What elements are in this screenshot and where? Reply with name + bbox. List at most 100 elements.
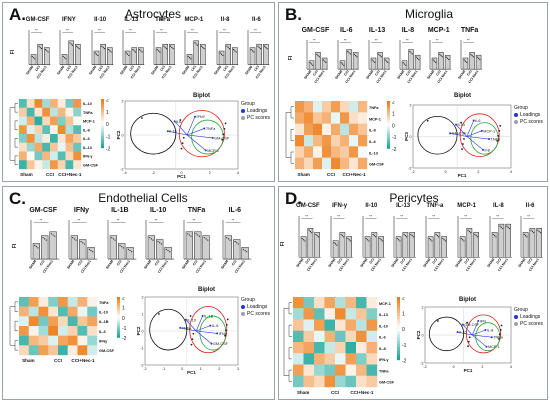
heatmap-cell xyxy=(19,116,27,126)
heatmap-cell xyxy=(48,326,59,336)
data-point xyxy=(190,235,192,237)
heatmap-row-label: IL-1B xyxy=(99,320,109,324)
data-point xyxy=(203,48,205,50)
heatmap-cell xyxy=(358,123,368,136)
data-point xyxy=(310,63,313,65)
data-point xyxy=(245,251,248,253)
loading-point xyxy=(184,318,187,321)
dendrogram-branch xyxy=(14,103,18,113)
heatmap-cell xyxy=(303,353,315,365)
data-point xyxy=(264,46,267,49)
x-group-label: CCI xyxy=(192,259,199,266)
data-point xyxy=(373,235,375,237)
heatmap-cell xyxy=(19,125,27,135)
heatmap-svg: MCP-1 IL-13 IL-10 IL-6 IL-8 IFN-γ TNFa GM-CSF 2 1… xyxy=(283,297,407,395)
color-scale-step xyxy=(117,329,120,332)
color-scale-step xyxy=(387,129,390,133)
data-point xyxy=(44,238,46,240)
data-point xyxy=(507,226,509,228)
heatmap-cell xyxy=(77,326,88,336)
x-tick-label: -1 xyxy=(162,367,165,371)
data-point xyxy=(465,60,467,62)
dendrogram-root xyxy=(283,308,289,376)
x-group-label: CCI Nec1 xyxy=(80,259,92,274)
heatmap-group-label: CCI xyxy=(54,358,62,363)
heatmap-cell xyxy=(77,297,88,307)
heatmap-cell xyxy=(57,99,66,108)
pc-score-point xyxy=(466,321,469,324)
data-point xyxy=(221,54,223,57)
heatmap-cell xyxy=(73,107,82,117)
heatmap-cell xyxy=(57,142,66,152)
loading-arrow xyxy=(187,134,213,139)
biplot-legend: Group Loadings PC scores xyxy=(514,307,547,328)
cytokine-chart: IL-1B ** SHAM CCI CCI Nec1 xyxy=(102,207,138,287)
color-scale-label: 2 xyxy=(392,101,395,106)
heatmap-cell xyxy=(366,375,378,388)
heatmap-cell xyxy=(65,160,74,170)
x-group-label: CCI Nec1 xyxy=(437,69,449,84)
loading-point xyxy=(485,345,488,348)
x-group-label: SHAM xyxy=(25,65,34,76)
bar xyxy=(194,231,202,260)
x-group-label: CCI Nec1 xyxy=(497,257,509,272)
data-point xyxy=(114,239,116,241)
color-scale-step xyxy=(397,306,400,310)
cytokine-title: GM-CSF xyxy=(301,27,330,34)
bar xyxy=(427,236,434,258)
data-point xyxy=(82,242,84,244)
bar xyxy=(536,228,543,258)
pc1-axis-label: PC1 xyxy=(458,173,467,178)
heatmap-cell xyxy=(50,151,58,161)
heatmap-cell xyxy=(304,123,314,136)
legend-dot xyxy=(514,119,518,124)
significance-mark: ** xyxy=(432,215,435,219)
sham-ellipse xyxy=(417,115,458,155)
heatmap-cell xyxy=(340,146,350,158)
heatmap-cell xyxy=(87,345,98,356)
cytokine-chart: IL-8 ** SHAM CCI CCI Nec1 xyxy=(484,203,514,287)
bar xyxy=(339,232,345,258)
data-point xyxy=(403,63,405,65)
data-point xyxy=(396,237,399,240)
bar xyxy=(126,247,134,260)
heatmap-cell xyxy=(366,308,378,320)
heatmap-cell xyxy=(295,112,305,124)
bar xyxy=(466,228,472,258)
color-scale-step xyxy=(117,325,120,328)
biplot: GM-CSF Il-13 Il-6 MCP-1 TNFa Il-8 -2 0 2 4 2 0 -2 PC1… xyxy=(405,103,545,179)
loading-label: MCP-1 xyxy=(207,149,219,153)
cci-nec-ellipse xyxy=(470,122,499,155)
pc1-axis-label: PC1 xyxy=(187,370,196,375)
heatmap-cell xyxy=(331,135,341,147)
data-point xyxy=(227,238,229,240)
heatmap-row-label: IL-6 xyxy=(369,140,376,144)
color-scale-step xyxy=(387,103,390,106)
biplot-title: Biplot xyxy=(198,287,215,293)
panel-label: B. xyxy=(285,5,302,24)
bar xyxy=(476,54,482,70)
heatmap-cell xyxy=(50,116,58,126)
heatmap-cell xyxy=(303,364,315,376)
color-scale-label: 0 xyxy=(402,327,405,333)
data-point xyxy=(45,239,48,241)
data-point xyxy=(304,240,306,242)
x-tick-label: 0 xyxy=(181,367,183,371)
pc-score-point xyxy=(467,345,469,348)
heatmap-cell xyxy=(304,157,314,170)
data-point xyxy=(472,56,475,58)
color-scale-step xyxy=(117,317,120,320)
x-group-label: CCI xyxy=(222,65,229,72)
heatmap-cell xyxy=(58,306,68,317)
data-point xyxy=(37,247,39,249)
heatmap-cell xyxy=(42,99,51,108)
color-scale-step xyxy=(387,134,390,137)
heatmap-cell xyxy=(314,308,325,320)
